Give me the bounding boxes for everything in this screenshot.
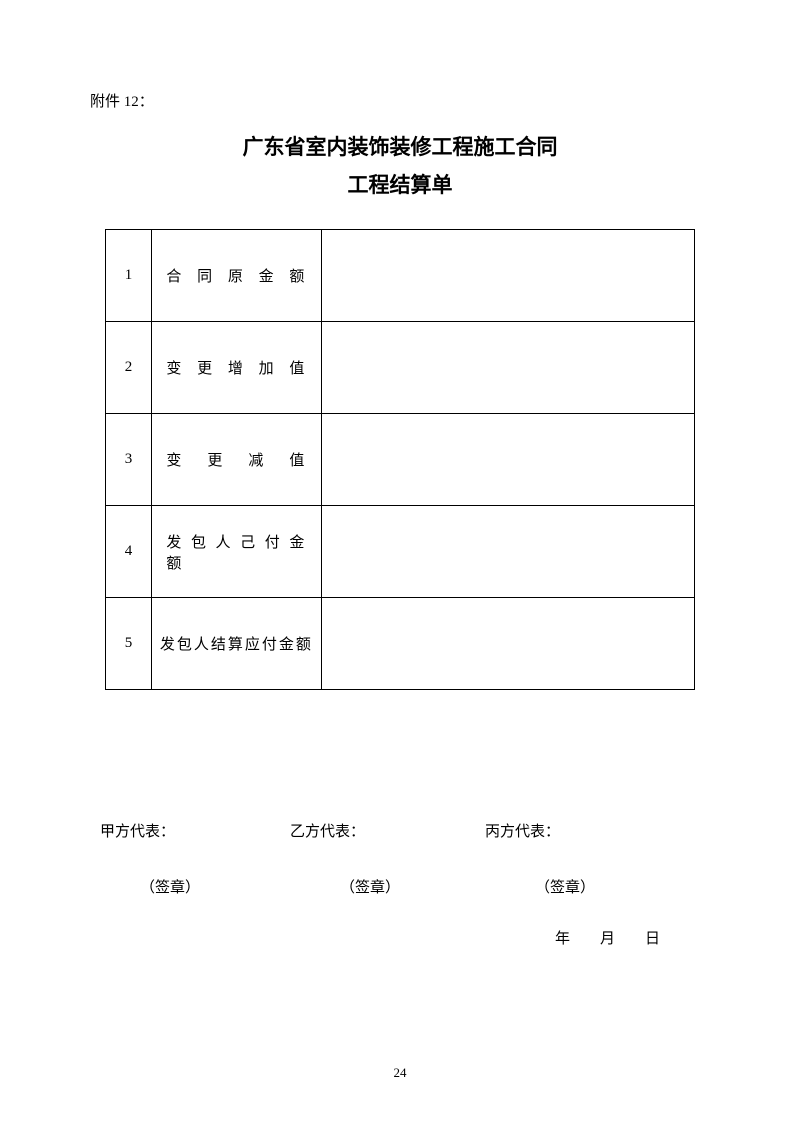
- row-number: 4: [106, 506, 152, 598]
- signatures-section: 甲方代表： 乙方代表： 丙方代表： （签章） （签章） （签章） 年月日: [90, 820, 710, 948]
- year-label: 年: [555, 931, 600, 947]
- table-row: 3 变 更 减 值: [106, 414, 695, 506]
- seal-b: （签章）: [340, 876, 400, 897]
- row-value: [321, 598, 694, 690]
- row-label: 发 包 人 己 付 金 额: [151, 506, 321, 598]
- table-row: 5 发包人结算应付金额: [106, 598, 695, 690]
- table-row: 1 合 同 原 金 额: [106, 230, 695, 322]
- row-number: 1: [106, 230, 152, 322]
- table-row: 4 发 包 人 己 付 金 额: [106, 506, 695, 598]
- title-line2: 工程结算单: [90, 169, 710, 199]
- row-label: 变 更 减 值: [151, 414, 321, 506]
- row-label: 变 更 增 加 值: [151, 322, 321, 414]
- table-row: 2 变 更 增 加 值: [106, 322, 695, 414]
- row-label: 合 同 原 金 额: [151, 230, 321, 322]
- row-value: [321, 506, 694, 598]
- settlement-table: 1 合 同 原 金 额 2 变 更 增 加 值 3 变 更 减 值 4 发 包 …: [105, 229, 695, 690]
- title-line1: 广东省室内装饰装修工程施工合同: [90, 131, 710, 161]
- row-value: [321, 230, 694, 322]
- date-row: 年月日: [100, 927, 700, 948]
- signature-seals-row: （签章） （签章） （签章）: [100, 876, 700, 897]
- row-label: 发包人结算应付金额: [151, 598, 321, 690]
- page-number: 24: [0, 1065, 800, 1081]
- row-number: 5: [106, 598, 152, 690]
- row-number: 2: [106, 322, 152, 414]
- party-b-label: 乙方代表：: [290, 820, 365, 841]
- seal-c: （签章）: [535, 876, 595, 897]
- row-value: [321, 414, 694, 506]
- signature-labels-row: 甲方代表： 乙方代表： 丙方代表：: [100, 820, 700, 841]
- seal-a: （签章）: [140, 876, 200, 897]
- row-value: [321, 322, 694, 414]
- day-label: 日: [645, 931, 690, 947]
- party-c-label: 丙方代表：: [485, 820, 560, 841]
- attachment-label: 附件 12：: [90, 90, 710, 111]
- document-page: 附件 12： 广东省室内装饰装修工程施工合同 工程结算单 1 合 同 原 金 额…: [0, 0, 800, 1131]
- party-a-label: 甲方代表：: [100, 820, 175, 841]
- row-number: 3: [106, 414, 152, 506]
- month-label: 月: [600, 931, 645, 947]
